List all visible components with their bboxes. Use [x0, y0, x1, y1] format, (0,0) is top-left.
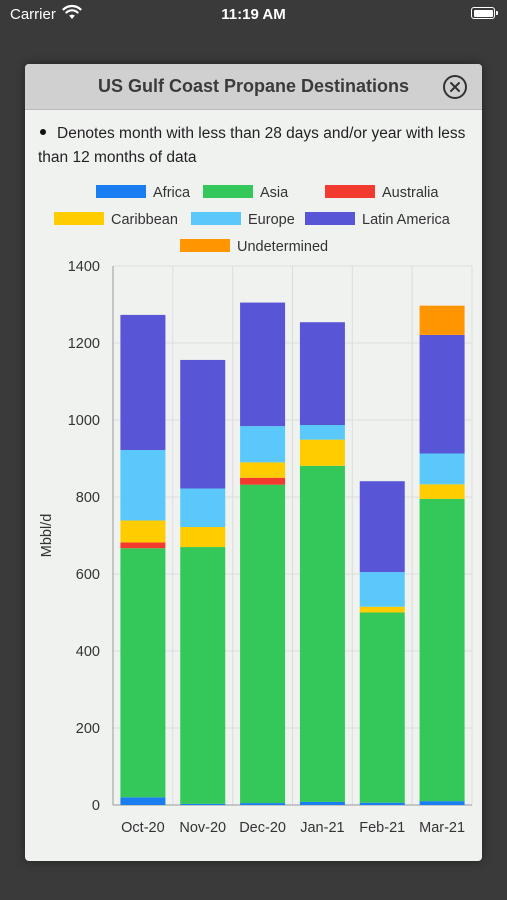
- legend-swatch-africa: [96, 185, 146, 198]
- legend-swatch-asia: [203, 185, 253, 198]
- legend-swatch-caribbean: [54, 212, 104, 225]
- bar-mar-21-asia: [419, 498, 465, 802]
- x-tick-label-nov-20: Nov-20: [179, 820, 226, 836]
- legend-label-caribbean: Caribbean: [111, 212, 178, 228]
- note-text: Denotes month with less than 28 days and…: [38, 125, 466, 166]
- bar-nov-20-africa: [180, 803, 226, 805]
- legend-label-europe: Europe: [248, 212, 295, 228]
- x-tick-label-dec-20: Dec-20: [239, 820, 286, 836]
- bar-oct-20-europe: [120, 450, 166, 521]
- bar-dec-20-asia: [240, 484, 286, 804]
- bar-feb-21-africa: [359, 802, 405, 805]
- bar-feb-21-caribbean: [359, 606, 405, 613]
- y-tick-label-800: 800: [76, 490, 100, 506]
- bar-oct-20-africa: [120, 797, 166, 805]
- bar-dec-20-latin-america: [240, 302, 286, 427]
- modal-title: US Gulf Coast Propane Destinations: [97, 76, 410, 96]
- legend-swatch-latin-america: [305, 212, 355, 225]
- bar-dec-20-australia: [240, 477, 286, 485]
- y-tick-label-600: 600: [76, 567, 100, 583]
- bar-nov-20-latin-america: [180, 359, 226, 489]
- x-tick-label-feb-21: Feb-21: [359, 820, 405, 836]
- modal-header: US Gulf Coast Propane Destinations: [25, 64, 482, 110]
- carrier-label: Carrier: [10, 6, 56, 23]
- bar-oct-20-asia: [120, 548, 166, 798]
- bar-mar-21-undetermined: [419, 305, 465, 335]
- bar-feb-21-europe: [359, 572, 405, 607]
- close-icon: [450, 82, 460, 92]
- bar-dec-20-europe: [240, 426, 286, 463]
- bar-nov-20-asia: [180, 547, 226, 804]
- bar-mar-21-caribbean: [419, 484, 465, 499]
- bar-dec-20-africa: [240, 803, 286, 805]
- wifi-icon: [62, 4, 82, 20]
- battery-icon: [471, 7, 498, 19]
- x-tick-label-oct-20: Oct-20: [121, 820, 165, 836]
- bullet-icon: [40, 129, 46, 136]
- clock-time: 11:19 AM: [221, 6, 286, 23]
- stacked-bar-chart: Africa Asia Australia Caribbean Europe Latin …: [39, 185, 473, 836]
- y-tick-label-1400: 1400: [68, 259, 100, 275]
- bar-mar-21-latin-america: [419, 334, 465, 454]
- y-tick-label-1000: 1000: [68, 413, 100, 429]
- bar-jan-21-latin-america: [299, 322, 345, 426]
- legend-label-australia: Australia: [382, 185, 439, 201]
- y-tick-label-1200: 1200: [68, 336, 100, 352]
- y-tick-label-400: 400: [76, 644, 100, 660]
- data-note: Denotes month with less than 28 days and…: [38, 122, 468, 170]
- y-tick-label-0: 0: [92, 798, 100, 814]
- legend-swatch-europe: [191, 212, 241, 225]
- bar-oct-20-australia: [120, 542, 166, 549]
- bar-feb-21-asia: [359, 612, 405, 803]
- bar-oct-20-latin-america: [120, 314, 166, 451]
- legend-label-undetermined: Undetermined: [237, 239, 328, 255]
- bar-jan-21-africa: [299, 801, 345, 805]
- bar-mar-21-europe: [419, 453, 465, 485]
- x-tick-label-jan-21: Jan-21: [300, 820, 344, 836]
- bar-feb-21-latin-america: [359, 481, 405, 573]
- y-tick-label-200: 200: [76, 721, 100, 737]
- status-bar: Carrier 11:19 AM: [0, 0, 507, 30]
- legend-label-asia: Asia: [260, 185, 289, 201]
- x-tick-label-mar-21: Mar-21: [419, 820, 465, 836]
- bar-oct-20-caribbean: [120, 520, 166, 543]
- bar-mar-21-africa: [419, 801, 465, 805]
- bar-nov-20-caribbean: [180, 527, 226, 548]
- chart-modal: US Gulf Coast Propane Destinations Denot…: [25, 64, 482, 861]
- bar-jan-21-asia: [299, 465, 345, 802]
- bar-jan-21-europe: [299, 425, 345, 440]
- y-axis-label: Mbbl/d: [39, 514, 55, 558]
- legend-swatch-australia: [325, 185, 375, 198]
- close-button[interactable]: [443, 75, 467, 99]
- bar-dec-20-caribbean: [240, 462, 286, 478]
- bar-jan-21-caribbean: [299, 439, 345, 466]
- bar-nov-20-europe: [180, 488, 226, 528]
- legend-label-africa: Africa: [153, 185, 191, 201]
- legend-swatch-undetermined: [180, 239, 230, 252]
- legend-label-latin-america: Latin America: [362, 212, 451, 228]
